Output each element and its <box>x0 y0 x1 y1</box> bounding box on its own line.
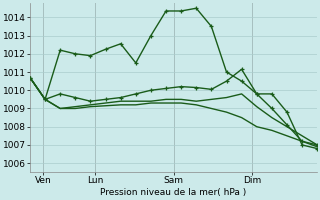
X-axis label: Pression niveau de la mer( hPa ): Pression niveau de la mer( hPa ) <box>100 188 247 197</box>
